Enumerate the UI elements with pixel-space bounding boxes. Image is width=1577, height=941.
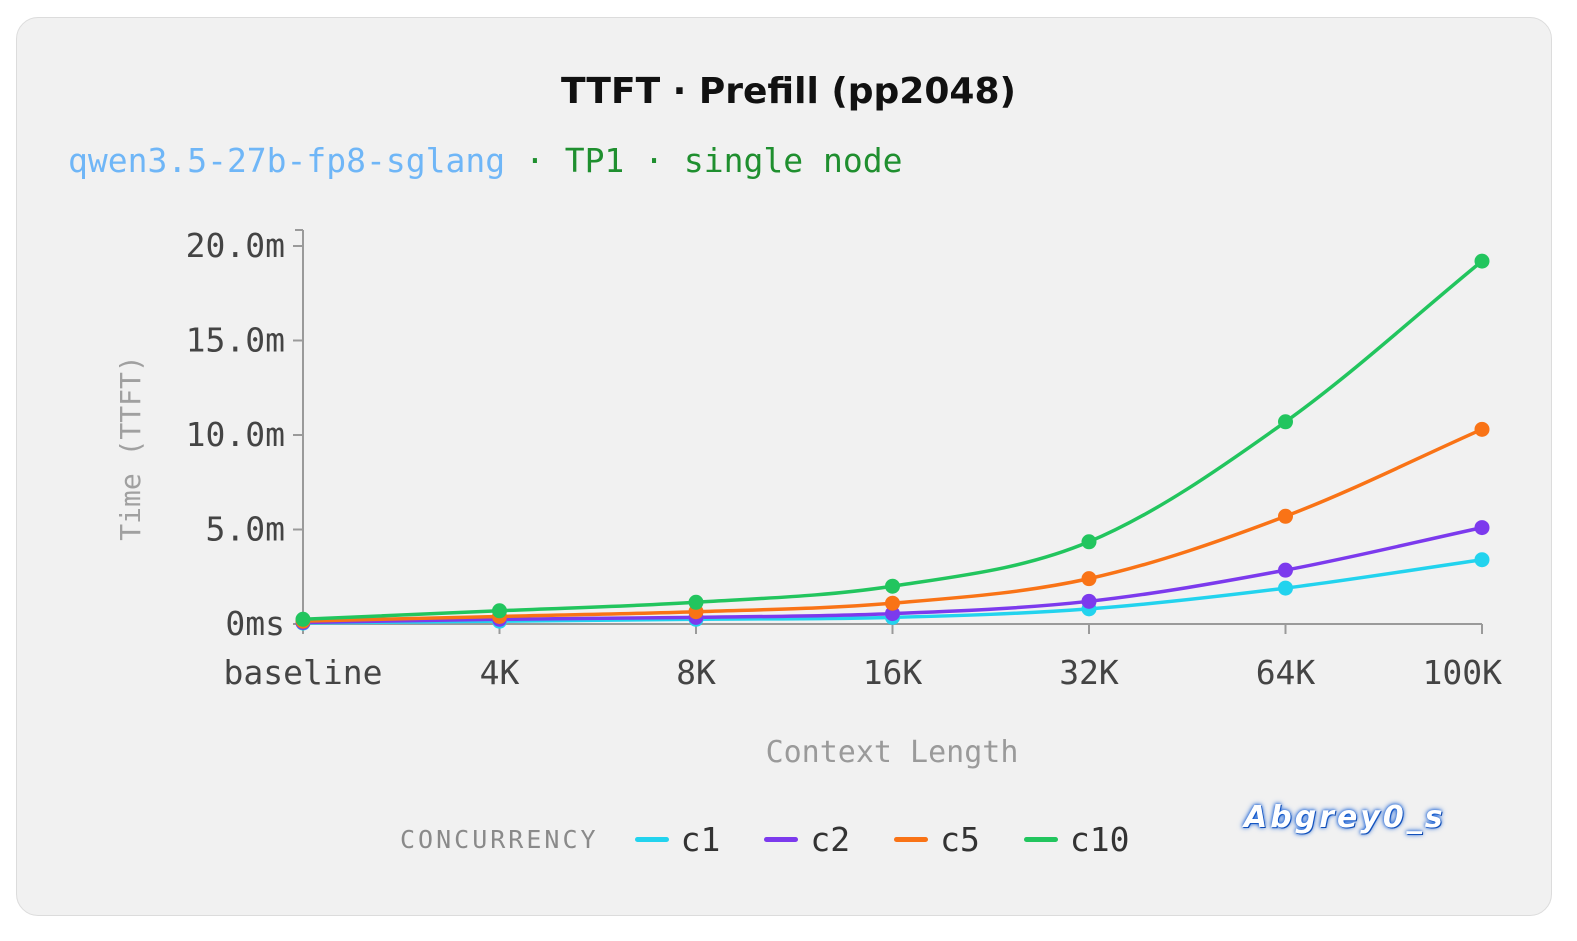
data-point-c2 bbox=[885, 606, 900, 622]
subtitle-model: qwen3.5-27b-fp8-sglang bbox=[68, 141, 506, 180]
x-tick-label: 100K bbox=[1423, 653, 1503, 692]
series-lines bbox=[302, 259, 1484, 625]
data-point-c5 bbox=[1278, 508, 1293, 524]
axes: 0ms 5.0m 10.0m 15.0m 20.0m baseline 4K 8K 16K 32K… bbox=[186, 226, 1502, 692]
data-point-c2 bbox=[1081, 593, 1097, 609]
legend-label: c2 bbox=[810, 819, 851, 859]
legend-item-c10: c10 bbox=[1023, 819, 1130, 859]
legend-item-c1: c1 bbox=[634, 819, 721, 859]
x-tick-label: 4K bbox=[480, 653, 520, 692]
data-point-c10 bbox=[295, 611, 311, 627]
legend-label: c10 bbox=[1069, 819, 1130, 859]
legend-label: c5 bbox=[940, 819, 980, 859]
watermark-logo: Abgrey0_s bbox=[1244, 800, 1446, 835]
y-tick-label: 10.0m bbox=[186, 415, 285, 454]
series-points bbox=[295, 253, 1490, 631]
data-point-c5 bbox=[885, 595, 900, 611]
data-point-c2 bbox=[1278, 562, 1293, 578]
legend-items: c1 c2 c5 c10 bbox=[634, 819, 1174, 859]
data-point-c10 bbox=[1474, 253, 1490, 269]
y-tick-label: 20.0m bbox=[186, 226, 285, 265]
y-tick-label: 5.0m bbox=[206, 510, 285, 549]
subtitle-config: · TP1 · single node bbox=[505, 141, 903, 180]
x-tick-label: 16K bbox=[863, 653, 923, 692]
legend-swatch bbox=[634, 836, 669, 842]
legend-swatch bbox=[894, 836, 929, 842]
y-axis-label: Time (TTFT) bbox=[114, 355, 147, 540]
y-tick-label: 0ms bbox=[225, 604, 285, 643]
chart-subtitle: qwen3.5-27b-fp8-sglang · TP1 · single no… bbox=[68, 138, 902, 184]
data-point-c5 bbox=[1474, 421, 1490, 437]
data-point-c10 bbox=[1081, 534, 1097, 550]
legend: CONCURRENCY c1 c2 c5 c10 bbox=[400, 812, 1173, 866]
legend-swatch bbox=[1023, 836, 1058, 842]
legend-label: c1 bbox=[680, 819, 721, 859]
legend-title: CONCURRENCY bbox=[400, 824, 599, 854]
data-point-c10 bbox=[885, 578, 900, 594]
chart-card bbox=[16, 17, 1552, 916]
legend-item-c5: c5 bbox=[894, 820, 980, 859]
data-point-c1 bbox=[1278, 580, 1293, 596]
data-point-c5 bbox=[1081, 571, 1097, 587]
data-point-c10 bbox=[492, 603, 507, 619]
y-tick-label: 15.0m bbox=[186, 321, 285, 360]
x-tick-label: 8K bbox=[676, 653, 716, 692]
legend-swatch bbox=[764, 836, 799, 842]
chart-title: TTFT · Prefill (pp2048) bbox=[561, 71, 1016, 112]
x-tick-label: baseline bbox=[224, 653, 383, 692]
data-point-c10 bbox=[1278, 414, 1293, 430]
legend-item-c2: c2 bbox=[764, 820, 850, 859]
data-point-c10 bbox=[688, 594, 704, 610]
x-tick-label: 32K bbox=[1059, 653, 1119, 692]
data-point-c2 bbox=[1474, 520, 1490, 536]
x-tick-label: 64K bbox=[1256, 653, 1316, 692]
data-point-c1 bbox=[1474, 552, 1490, 568]
x-axis-label: Context Length bbox=[766, 735, 1019, 770]
